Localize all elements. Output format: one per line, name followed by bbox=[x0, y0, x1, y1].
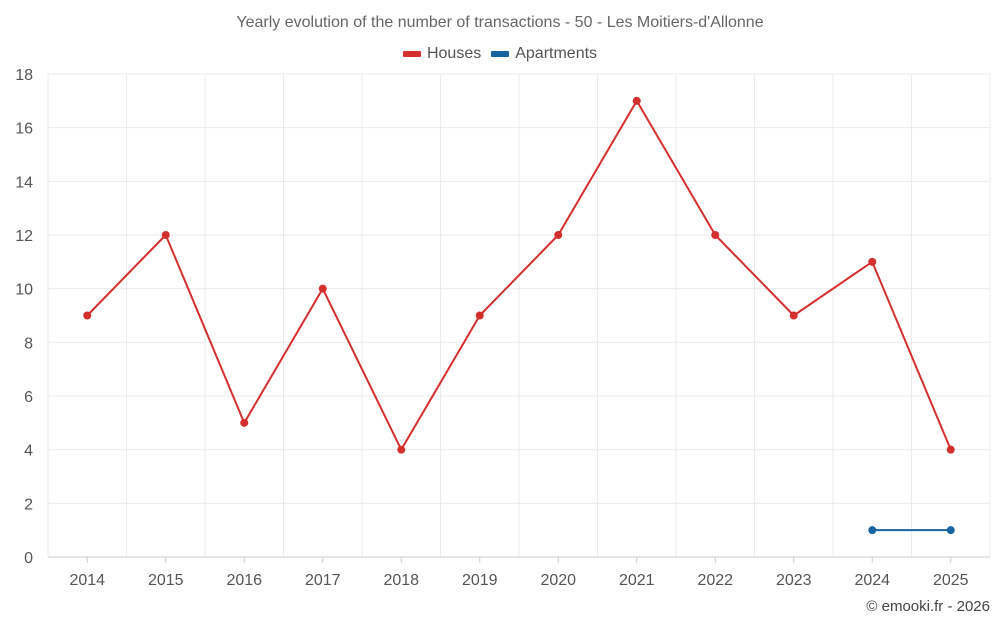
data-point-houses-2017 bbox=[318, 284, 327, 293]
y-tick-label-12: 12 bbox=[15, 228, 33, 245]
legend: Houses Apartments bbox=[0, 45, 1000, 63]
y-tick-label-0: 0 bbox=[24, 550, 33, 567]
x-tick-label-2018: 2018 bbox=[383, 572, 419, 589]
x-tick-label-2022: 2022 bbox=[697, 572, 733, 589]
data-point-houses-2019 bbox=[475, 311, 484, 320]
data-point-houses-2016 bbox=[240, 418, 249, 427]
x-tick-label-2014: 2014 bbox=[69, 572, 105, 589]
x-tick-label-2021: 2021 bbox=[619, 572, 655, 589]
y-tick-label-14: 14 bbox=[15, 174, 33, 191]
chart-title: Yearly evolution of the number of transa… bbox=[236, 14, 764, 31]
y-tick-label-10: 10 bbox=[15, 282, 33, 299]
x-tick-label-2015: 2015 bbox=[148, 572, 184, 589]
data-point-houses-2020 bbox=[554, 231, 563, 239]
legend-item-apartments[interactable]: Apartments bbox=[491, 45, 597, 63]
data-point-houses-2015 bbox=[161, 231, 170, 239]
data-point-apartments-2025 bbox=[946, 526, 955, 535]
y-tick-label-8: 8 bbox=[24, 335, 33, 352]
legend-item-houses[interactable]: Houses bbox=[402, 45, 482, 63]
x-tick-label-2024: 2024 bbox=[854, 572, 890, 589]
data-point-houses-2022 bbox=[711, 231, 720, 239]
x-tick-label-2016: 2016 bbox=[226, 572, 262, 589]
x-tick-label-2023: 2023 bbox=[776, 572, 812, 589]
y-tick-label-4: 4 bbox=[24, 443, 33, 460]
data-point-houses-2014 bbox=[83, 311, 92, 320]
data-point-houses-2018 bbox=[397, 445, 406, 454]
x-tick-label-2017: 2017 bbox=[305, 572, 341, 589]
data-point-houses-2023 bbox=[789, 311, 798, 320]
x-tick-label-2025: 2025 bbox=[933, 572, 969, 589]
series-line-houses bbox=[86, 99, 952, 451]
data-point-houses-2021 bbox=[632, 96, 641, 105]
legend-label-apartments: Apartments bbox=[515, 45, 598, 62]
y-tick-label-16: 16 bbox=[15, 121, 33, 138]
legend-label-houses: Houses bbox=[426, 45, 482, 62]
legend-swatch-apartments bbox=[491, 51, 510, 57]
y-tick-label-2: 2 bbox=[24, 496, 33, 513]
y-tick-label-6: 6 bbox=[24, 389, 33, 406]
data-point-houses-2025 bbox=[946, 445, 955, 454]
data-point-houses-2024 bbox=[868, 257, 877, 266]
x-tick-label-2019: 2019 bbox=[462, 572, 498, 589]
x-tick-label-2020: 2020 bbox=[540, 572, 576, 589]
y-tick-label-18: 18 bbox=[15, 67, 33, 84]
footer-credit: © emooki.fr - 2026 bbox=[866, 598, 990, 615]
data-point-apartments-2024 bbox=[868, 526, 877, 535]
legend-swatch-houses bbox=[402, 51, 421, 57]
